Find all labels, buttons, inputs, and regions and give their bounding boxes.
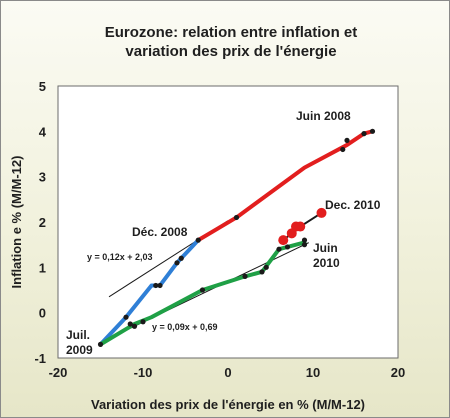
marker-point-1 [123,314,129,320]
marker-point-13 [259,269,265,275]
marker-point-14 [263,264,269,270]
highlight-points [278,207,327,246]
marker-point-19 [340,146,346,153]
marker-point-16 [284,244,291,250]
trendline-equation-1: y = 0,12x + 2,03 [87,252,153,262]
x-tick-label-1: -10 [134,365,153,380]
y-tick-label-1: 0 [39,306,46,321]
x-axis-ticks: -20 -10 0 10 20 [49,365,406,380]
marker-point-22 [369,128,376,134]
marker-point-17 [301,242,308,248]
annotation-dec-2010: Dec. 2010 [325,198,381,212]
x-tick-label-4: 20 [391,365,405,380]
x-tick-label-3: 10 [306,365,320,380]
y-tick-label-4: 3 [39,170,46,185]
y-tick-label-5: 4 [39,124,47,139]
marker-points [97,128,376,347]
annotation-juin-2010-line1: Juin [313,241,338,255]
y-axis-ticks: -1 0 1 2 3 4 5 [34,79,46,366]
marker-point-12 [242,273,248,279]
trendline-equation-2: y = 0,09x + 0,69 [152,322,218,332]
highlight-point-0 [278,235,289,246]
chart-title: Eurozone: relation entre inflation et va… [41,23,421,61]
x-axis-label: Variation des prix de l'énergie en % (M/… [91,397,365,412]
y-axis-label: Inflation e % (M/M-12) [9,156,24,289]
marker-point-18 [301,237,308,243]
marker-point-2 [127,321,133,327]
marker-point-21 [361,131,367,137]
highlight-point-4 [316,207,327,218]
marker-point-7 [174,260,180,266]
annotation-dec-2008: Déc. 2008 [132,225,188,239]
chart-title-line2: variation des prix de l'énergie [125,43,337,60]
highlight-point-3 [295,221,306,232]
marker-point-11 [233,214,240,221]
x-tick-label-0: -20 [49,365,68,380]
y-tick-label-3: 2 [39,215,46,230]
annotation-juil-2009-line2: 2009 [66,343,93,357]
y-tick-label-0: -1 [34,351,46,366]
marker-point-8 [178,255,184,261]
marker-point-0 [97,341,104,347]
marker-point-10 [199,287,206,293]
y-tick-label-6: 5 [39,79,46,94]
annotation-juin-2010-line2: 2010 [313,256,340,270]
marker-point-5 [153,282,159,289]
marker-point-3 [131,323,138,329]
marker-point-9 [195,237,201,243]
x-tick-label-2: 0 [224,365,231,380]
marker-point-15 [276,246,282,252]
y-tick-label-2: 1 [39,260,46,275]
annotation-juin-2008: Juin 2008 [296,109,351,123]
marker-point-4 [140,319,146,325]
marker-point-20 [344,137,350,143]
marker-point-6 [157,282,163,289]
annotation-juil-2009-line1: Juil. [66,328,90,342]
chart-title-line1: Eurozone: relation entre inflation et [104,24,358,41]
